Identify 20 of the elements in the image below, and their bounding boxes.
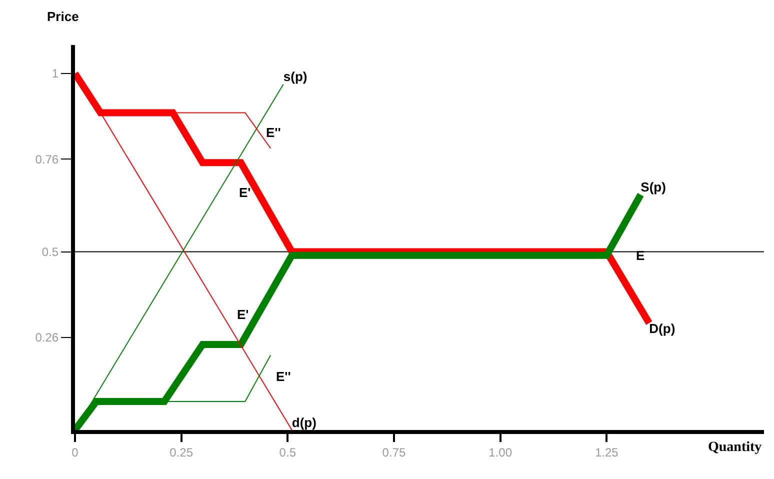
x-tick-label: 1.00 [488, 445, 512, 460]
x-axis-title: Quantity [708, 440, 762, 455]
x-tick-label: 0.25 [170, 445, 194, 460]
y-tick-label: 0.5 [42, 244, 59, 259]
y-tick-label: 0.76 [35, 152, 59, 166]
x-tick-label: 0.5 [279, 445, 296, 460]
y-tick-label: 0.26 [35, 330, 59, 345]
annotation: E' [237, 307, 249, 322]
annotation: E'' [266, 125, 281, 140]
annotation: E'' [276, 369, 291, 384]
y-axis-title: Price [47, 9, 79, 24]
series-label: S(p) [640, 179, 666, 194]
x-tick-label: 0.75 [382, 445, 406, 460]
series-label: d(p) [292, 414, 316, 430]
y-tick-label: 1 [52, 66, 59, 81]
x-tick-label: 1.25 [594, 445, 619, 460]
annotation: E' [239, 185, 251, 200]
series-label: D(p) [649, 320, 676, 336]
series-label: s(p) [283, 68, 308, 84]
x-tick-label: 0 [72, 445, 79, 460]
